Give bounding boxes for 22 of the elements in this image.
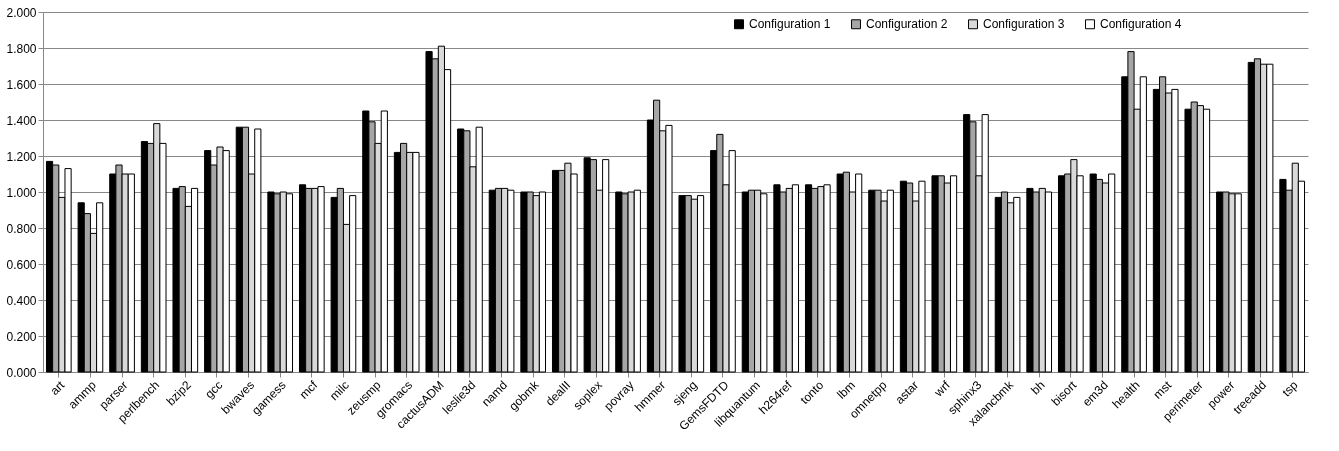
- x-tick-label: art: [47, 377, 68, 398]
- y-tick-label: 1.800: [6, 41, 37, 56]
- y-tick-label: 1.400: [6, 113, 37, 128]
- x-tick-label: wrf: [930, 377, 954, 401]
- y-tick-label: 1.200: [6, 149, 37, 164]
- y-tick-label: 0.000: [6, 365, 37, 380]
- y-tick-label: 0.400: [6, 293, 37, 308]
- x-tick-label: bh: [1028, 378, 1048, 398]
- y-tick-label: 2.000: [6, 5, 37, 20]
- y-tick-label: 1.000: [6, 185, 37, 200]
- legend-label: Configuration 1: [749, 17, 831, 32]
- y-tick-label: 0.200: [6, 329, 37, 344]
- legend-label: Configuration 3: [983, 17, 1065, 32]
- legend-label: Configuration 2: [866, 17, 948, 32]
- x-tick-label: gcc: [202, 378, 226, 402]
- x-tick-label: tsp: [1279, 377, 1301, 400]
- x-tick-label: milc: [326, 378, 352, 404]
- y-tick-label: 0.800: [6, 221, 37, 236]
- y-tick-label: 0.600: [6, 257, 37, 272]
- x-tick-label: mcf: [296, 377, 321, 402]
- y-tick-label: 1.600: [6, 77, 37, 92]
- legend-label: Configuration 4: [1100, 17, 1182, 32]
